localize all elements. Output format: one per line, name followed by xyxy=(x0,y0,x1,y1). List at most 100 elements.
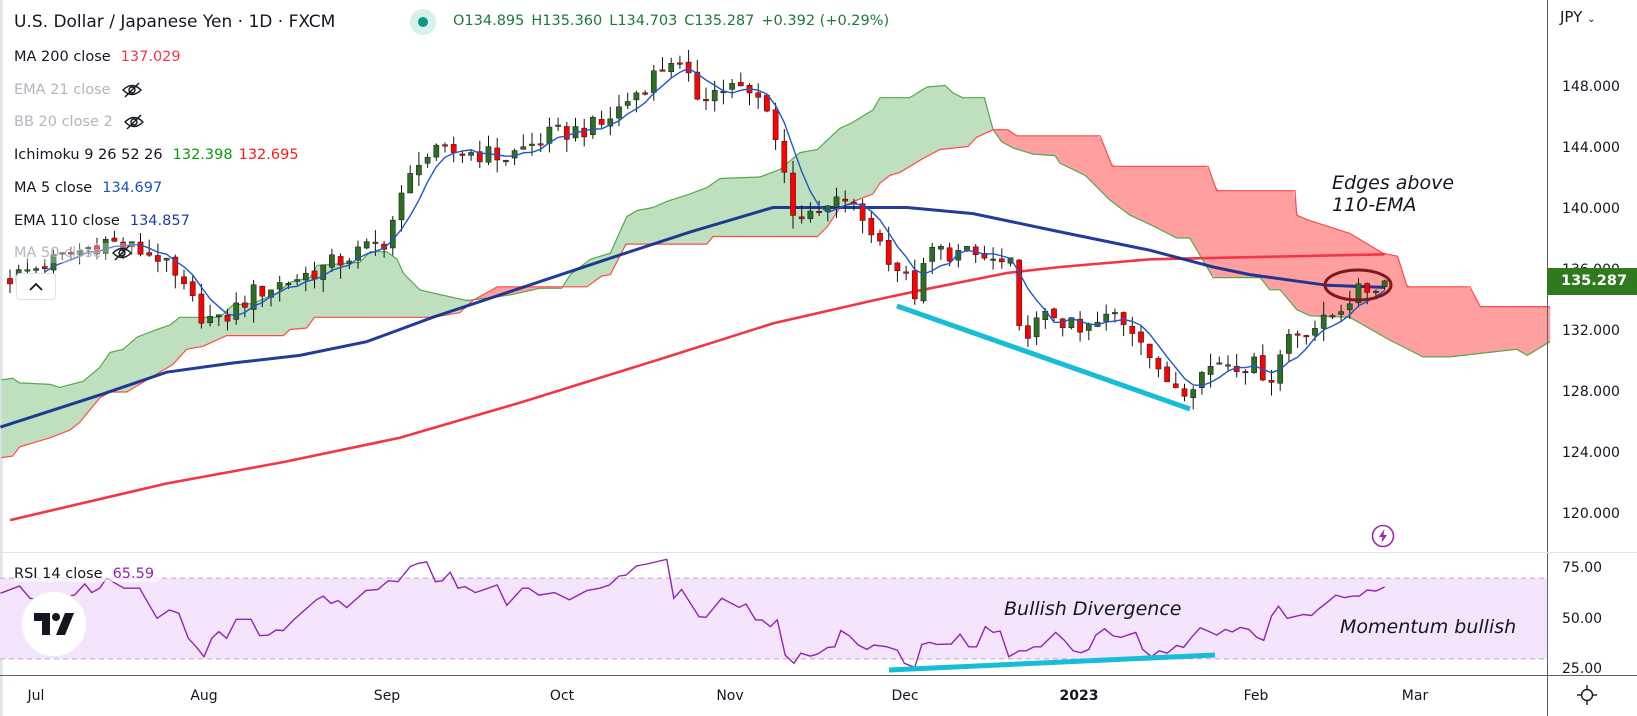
cloud-segment-bullish xyxy=(649,207,655,245)
cloud-segment-bearish xyxy=(1219,190,1224,278)
cloud-segment-bullish xyxy=(658,203,663,245)
cloud-segment-bearish xyxy=(1188,166,1194,244)
candle-body-up xyxy=(346,260,353,264)
highlight-ellipse[interactable] xyxy=(1323,268,1393,302)
candle xyxy=(468,149,474,161)
candle xyxy=(642,90,648,96)
candle xyxy=(842,190,849,213)
cloud-segment-bearish xyxy=(1306,219,1311,316)
cloud-segment-bearish xyxy=(1084,135,1090,179)
legend-ma5[interactable]: MA 5 close 134.697 xyxy=(14,178,167,198)
cloud-segment-bullish xyxy=(127,341,133,392)
time-label: Feb xyxy=(1243,688,1269,704)
candle xyxy=(903,265,909,281)
ichimoku-lead-line-b xyxy=(1,129,1550,459)
candle xyxy=(877,229,883,246)
annotation-momentum[interactable]: Momentum bullish xyxy=(1340,616,1517,638)
collapse-legend-button[interactable] xyxy=(16,273,56,300)
market-status-icon[interactable] xyxy=(410,9,436,35)
candle xyxy=(755,83,762,109)
candle-body-down xyxy=(337,256,344,266)
candle-body-up xyxy=(1355,283,1362,304)
annotation-edges[interactable]: Edges above 110-EMA xyxy=(1332,172,1454,216)
candle-body-up xyxy=(1068,317,1075,329)
cloud-segment-bullish xyxy=(766,172,772,237)
lightning-icon[interactable] xyxy=(1371,524,1395,548)
cloud-segment-bearish xyxy=(1315,222,1320,317)
legend-ma200[interactable]: MA 200 close 137.029 xyxy=(14,47,185,67)
price-tick: 120.000 xyxy=(1562,506,1620,522)
candle-body-up xyxy=(833,196,840,208)
candle xyxy=(233,292,240,325)
tradingview-logo[interactable] xyxy=(22,592,86,656)
cloud-segment-bearish xyxy=(1201,166,1207,266)
eye-slash-icon[interactable] xyxy=(121,81,143,99)
cloud-segment-bullish xyxy=(336,263,341,318)
cloud-segment-bearish xyxy=(1528,306,1533,355)
cloud-segment-bullish xyxy=(197,317,202,348)
cloud-segment-bullish xyxy=(662,201,668,245)
candle-body-down xyxy=(442,144,448,147)
candle xyxy=(1225,355,1231,372)
cloud-segment-bullish xyxy=(936,85,942,152)
cloud-segment-bearish xyxy=(1441,286,1446,357)
cloud-segment-bullish xyxy=(727,178,733,237)
legend-ma50[interactable]: MA 50 close xyxy=(14,243,138,263)
candle xyxy=(207,304,213,327)
rsi-divergence-line[interactable] xyxy=(888,652,1216,673)
symbol-title[interactable]: U.S. Dollar / Japanese Yen · 1D · FXCM xyxy=(14,12,340,32)
eye-slash-icon[interactable] xyxy=(123,113,145,131)
candle xyxy=(703,87,709,110)
candle-body-up xyxy=(1329,315,1336,318)
cloud-segment-bearish xyxy=(1445,286,1451,357)
time-label: Mar xyxy=(1401,688,1429,704)
cloud-segment-bearish xyxy=(1502,306,1507,351)
cloud-segment-bullish xyxy=(975,97,981,139)
candle-body-up xyxy=(1190,389,1197,398)
cloud-segment-bearish xyxy=(1454,286,1459,357)
cloud-segment-bullish xyxy=(70,383,76,430)
cloud-segment-bullish xyxy=(166,324,172,369)
cloud-segment-bearish xyxy=(1423,286,1429,357)
cloud-segment-bearish xyxy=(1432,286,1438,357)
candle-body-down xyxy=(798,216,805,220)
legend-value-lead1: 132.398 xyxy=(172,147,233,163)
legend-bb20[interactable]: BB 20 close 2 xyxy=(14,112,149,132)
last-price-tag: 135.287 xyxy=(1547,268,1637,295)
candle xyxy=(94,237,100,260)
legend-ema21[interactable]: EMA 21 close xyxy=(14,80,147,100)
candle-body-up xyxy=(1199,372,1205,388)
candle-body-down xyxy=(1294,333,1301,336)
candle-body-up xyxy=(50,254,57,271)
cloud-segment-bearish xyxy=(1323,224,1329,317)
candle-body-up xyxy=(233,302,240,320)
candle-body-up xyxy=(85,246,92,249)
rsi-legend[interactable]: RSI 14 close 65.59 xyxy=(14,566,159,582)
candle-body-up xyxy=(1085,324,1092,331)
legend-ichimoku[interactable]: Ichimoku 9 26 52 26 132.398 132.695 xyxy=(14,145,303,165)
close-value: C135.287 xyxy=(684,13,755,29)
cloud-segment-bullish xyxy=(819,143,824,235)
legend-ema110[interactable]: EMA 110 close 134.857 xyxy=(14,211,194,231)
cloud-segment-bearish xyxy=(1484,306,1490,353)
settings-icon[interactable] xyxy=(1576,684,1598,706)
cloud-segment-bullish xyxy=(218,314,224,340)
price-divergence-line[interactable] xyxy=(896,303,1191,412)
cloud-segment-bullish xyxy=(566,273,572,287)
candle-body-up xyxy=(1346,303,1353,311)
currency-selector[interactable]: JPY ⌄ xyxy=(1560,8,1595,26)
cloud-segment-bearish xyxy=(1297,215,1303,313)
annotation-bullish-divergence[interactable]: Bullish Divergence xyxy=(1004,598,1182,620)
candle-body-down xyxy=(998,258,1005,263)
candle-body-up xyxy=(616,106,622,119)
cloud-segment-bearish xyxy=(1523,306,1529,355)
cloud-segment-bullish xyxy=(101,358,106,398)
cloud-segment-bearish xyxy=(1532,306,1538,353)
cloud-segment-bullish xyxy=(697,189,702,245)
cloud-segment-bearish xyxy=(1241,190,1246,278)
eye-slash-icon[interactable] xyxy=(111,244,133,262)
legend-label: MA 5 close xyxy=(14,180,93,196)
candle-body-up xyxy=(424,157,431,164)
rsi-tick: 75.00 xyxy=(1562,560,1603,576)
